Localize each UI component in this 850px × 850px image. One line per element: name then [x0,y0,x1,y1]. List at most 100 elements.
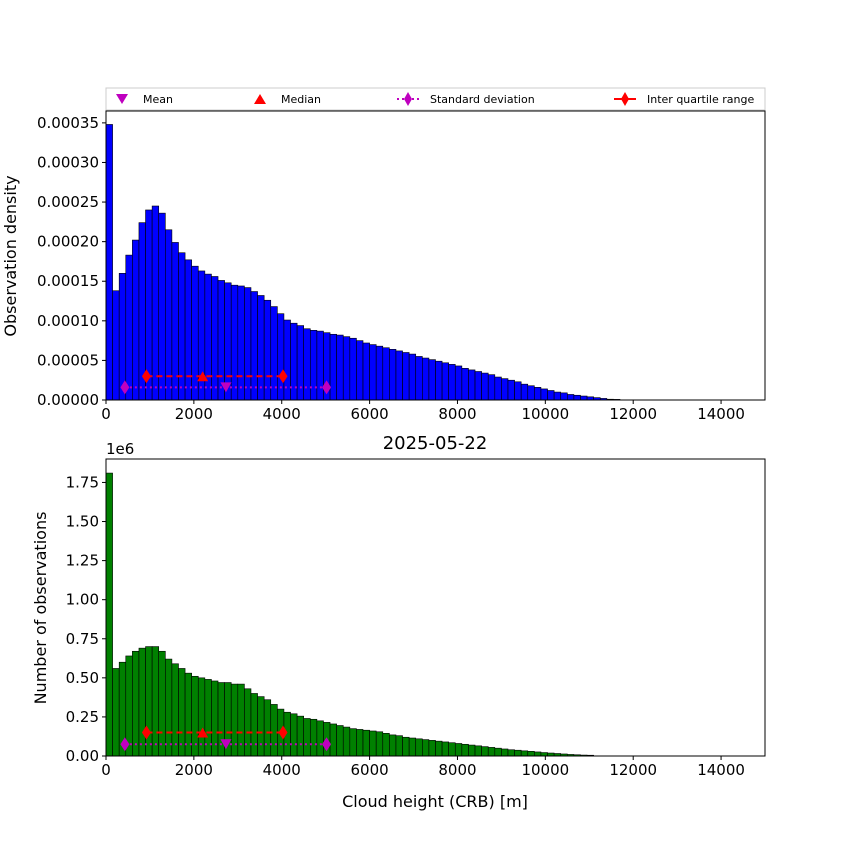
count-bar [342,726,351,757]
count-bar [369,730,377,757]
density-bar [158,212,166,401]
count-bar [448,742,456,757]
density-bar [487,374,496,401]
density-bar [547,390,555,401]
count-median-marker [197,727,209,738]
count-bar [303,718,311,757]
count-bar [441,741,449,757]
density-bar [481,372,489,401]
density-bar [566,394,575,401]
density-histogram: 0 2000 4000 6000 8000 10000 12000 14000 0.00000… [1,110,766,423]
count-bar [290,713,298,757]
density-y-tick-label: 0.00000 [37,391,99,409]
count-bar [336,725,344,757]
count-y-axis-label: Number of observations [31,512,50,705]
count-bar [375,731,384,757]
density-y-tick-label: 0.00030 [37,153,99,171]
density-y-tick-label: 0.00025 [37,193,99,211]
chart-title: 2025-05-22 [383,433,488,454]
density-bar [428,359,436,401]
legend-item-median: Median [254,93,321,106]
count-bar [211,680,219,757]
density-y-axis-label: Observation density [1,175,20,336]
count-y-tick-label: 1.50 [66,513,99,531]
density-x-tick-label: 8000 [438,405,476,423]
legend-std-marker [404,92,412,106]
count-x-axis-label: Cloud height (CRB) [m] [342,792,528,811]
count-bar [520,750,529,757]
density-bar [309,330,318,401]
count-bar [270,704,278,757]
count-bar [454,743,463,757]
density-bar [362,342,370,401]
density-bar [349,337,357,401]
density-bar [468,369,476,401]
count-std-low-marker [120,737,130,752]
count-bar [382,733,390,757]
count-bar [250,693,258,757]
count-bar [151,646,160,757]
count-bar [244,688,252,757]
density-x-tick-label: 2000 [175,405,213,423]
count-bar [178,668,186,757]
density-y-tick-label: 0.00035 [37,114,99,132]
count-bar [132,650,140,757]
density-bar [342,336,351,401]
count-y-tick-label: 0.75 [66,630,99,648]
count-bar [501,748,509,757]
legend-item-inter-quartile-range: Inter quartile range [614,92,754,106]
density-bar [382,347,390,401]
density-bar [573,394,581,401]
density-bar [165,229,173,401]
density-bar [540,388,548,401]
count-bar [165,658,173,757]
count-iqr-low-marker [141,725,151,740]
count-x-tick-label: 12000 [609,761,657,779]
legend-frame [105,87,766,111]
density-bar [105,124,113,401]
density-y-tick-label: 0.00005 [37,351,99,369]
count-iqr-high-marker [278,725,288,740]
density-bar [303,328,311,401]
density-bar [527,385,535,401]
density-bar [369,344,377,401]
density-bar [112,290,120,401]
count-bar [257,696,265,757]
count-x-tick-label: 0 [101,761,111,779]
density-std-high-marker [322,380,332,395]
density-bar [316,330,324,401]
count-bar [402,736,410,757]
density-bar [270,306,278,401]
density-bar [389,349,397,401]
count-y-axis-ticks: 0.00 0.25 0.50 0.75 1.00 1.25 1.50 1.75 [66,473,106,765]
density-bar [375,345,384,401]
density-x-axis-ticks: 0 2000 4000 6000 8000 10000 12000 14000 [101,400,745,423]
count-plot-frame [105,458,766,757]
density-bar [474,371,482,401]
count-std-high-marker [322,737,332,752]
density-bar [441,362,449,401]
density-bars [105,124,621,401]
count-bar [158,650,166,757]
density-bar [125,254,133,401]
count-bar [145,646,153,757]
count-bar [105,472,113,757]
density-x-tick-label: 12000 [609,405,657,423]
count-y-tick-label: 1.25 [66,552,99,570]
density-bar [435,360,443,401]
density-bar [151,205,160,401]
density-x-tick-label: 14000 [697,405,745,423]
count-x-tick-label: 6000 [351,761,389,779]
density-bar [263,299,272,401]
density-bar [217,280,225,401]
legend: Mean Median Standard deviation Inter qua… [105,87,766,111]
count-bar [389,734,397,757]
density-median-marker [197,371,209,382]
density-bar [211,276,219,401]
count-bar [474,745,482,757]
density-iqr-high-marker [278,369,288,384]
count-y-tick-label: 0.00 [66,747,99,765]
count-bar [349,728,357,757]
legend-item-standard-deviation: Standard deviation [397,92,535,106]
density-bar [580,395,588,401]
